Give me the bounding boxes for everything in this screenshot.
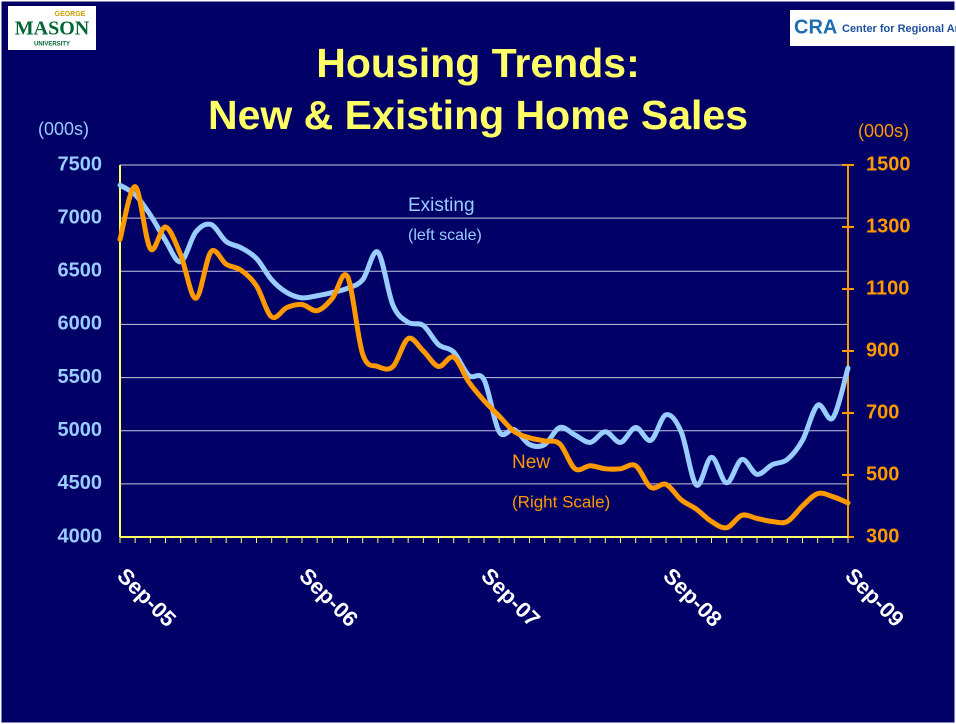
y-axis-label: (000s) [38,119,89,139]
chart-title: New & Existing Home Sales [208,92,748,138]
y2-tick-label: 900 [866,339,899,361]
y-tick-label: 6000 [58,313,103,335]
y2-tick-label: 1300 [866,215,911,237]
y-tick-label: 5000 [58,419,103,441]
left-logo: GEORGE MASON UNIVERSITY [8,6,96,50]
logo-box [8,6,96,50]
logo-text: UNIVERSITY [34,42,70,48]
y-tick-label: 5500 [58,366,103,388]
y-tick-label: 4500 [58,472,103,494]
y-tick-label: 7000 [58,206,103,228]
y-tick-label: 4000 [58,525,103,547]
logo-box [790,10,956,46]
annotation: (left scale) [408,227,482,244]
y2-tick-label: 700 [866,401,899,423]
series-line [117,182,851,488]
y2-tick-label: 300 [866,525,899,547]
annotation: New [512,452,550,473]
annotation: Existing [408,195,475,216]
logo-text: GEORGE [55,11,86,18]
logo-text: Center for Regional Analy [842,23,956,35]
logo-text: CRA [794,16,837,38]
annotation: (Right Scale) [512,492,610,511]
y-tick-label: 7500 [58,153,103,175]
y2-axis-label: (000s) [858,121,909,141]
y-tick-label: 6500 [58,260,103,282]
y2-tick-label: 1100 [866,277,909,299]
series-line [117,184,851,531]
y2-tick-label: 500 [866,463,899,485]
right-logo: CRA Center for Regional Analy [790,10,956,46]
logo-text: MASON [15,18,90,40]
chart-title: Housing Trends: [316,40,639,86]
y2-tick-label: 1500 [866,153,911,175]
